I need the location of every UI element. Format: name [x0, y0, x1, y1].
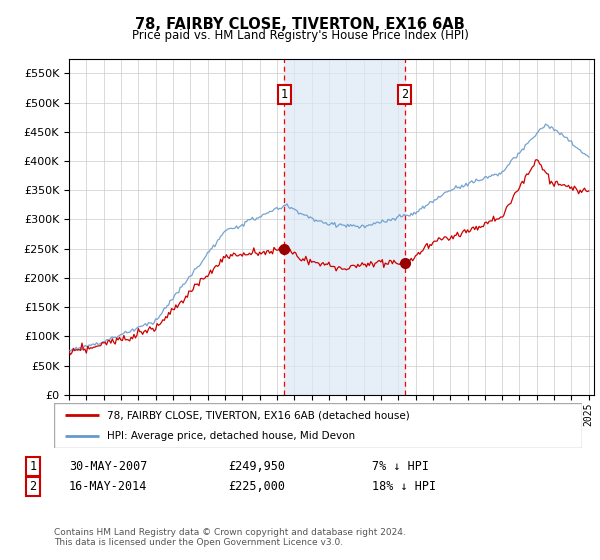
Text: 7% ↓ HPI: 7% ↓ HPI [372, 460, 429, 473]
Text: HPI: Average price, detached house, Mid Devon: HPI: Average price, detached house, Mid … [107, 431, 355, 441]
FancyBboxPatch shape [54, 403, 582, 448]
Text: 2: 2 [29, 479, 37, 493]
Text: £249,950: £249,950 [228, 460, 285, 473]
Text: Contains HM Land Registry data © Crown copyright and database right 2024.
This d: Contains HM Land Registry data © Crown c… [54, 528, 406, 547]
Bar [284, 59, 404, 395]
Text: 30-MAY-2007: 30-MAY-2007 [69, 460, 148, 473]
Text: 2: 2 [401, 87, 408, 101]
Text: Price paid vs. HM Land Registry's House Price Index (HPI): Price paid vs. HM Land Registry's House … [131, 29, 469, 42]
Text: 16-MAY-2014: 16-MAY-2014 [69, 479, 148, 493]
Text: 78, FAIRBY CLOSE, TIVERTON, EX16 6AB (detached house): 78, FAIRBY CLOSE, TIVERTON, EX16 6AB (de… [107, 410, 410, 421]
Text: 78, FAIRBY CLOSE, TIVERTON, EX16 6AB: 78, FAIRBY CLOSE, TIVERTON, EX16 6AB [135, 17, 465, 32]
Text: 1: 1 [280, 87, 287, 101]
Text: 1: 1 [29, 460, 37, 473]
Text: £225,000: £225,000 [228, 479, 285, 493]
Text: 18% ↓ HPI: 18% ↓ HPI [372, 479, 436, 493]
